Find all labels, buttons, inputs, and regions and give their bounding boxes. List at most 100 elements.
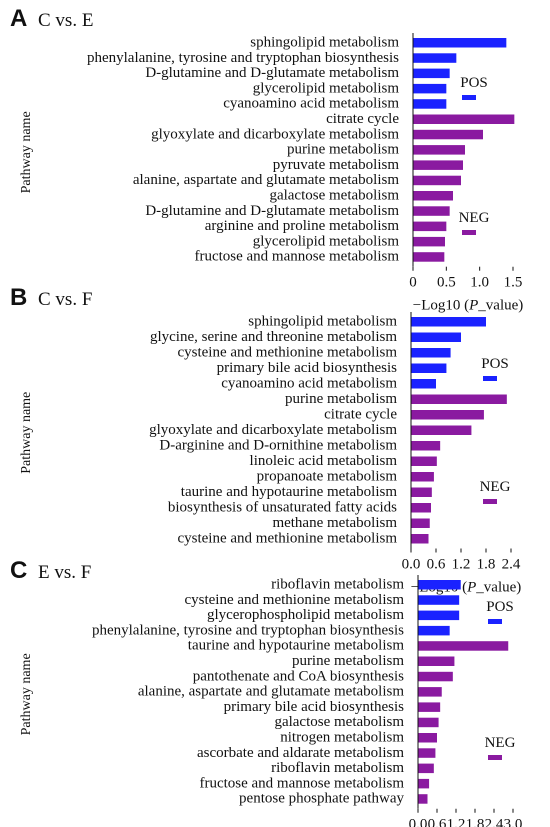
bar-neg-2 (418, 656, 455, 666)
x-tick-label: 0.6 (428, 817, 447, 827)
bar-neg-8 (411, 503, 431, 513)
pathway-label: linoleic acid metabolism (250, 453, 398, 469)
pathway-label: cyanoamino acid metabolism (221, 376, 397, 392)
bar-neg-3 (411, 425, 472, 435)
pathway-label: pentose phosphate pathway (239, 791, 404, 807)
legend-neg-swatch (488, 755, 502, 760)
pathway-label: primary bile acid biosynthesis (217, 360, 398, 376)
legend-neg-label: NEG (485, 735, 516, 751)
bar-pos-3 (413, 68, 450, 79)
x-tick-label: 1.8 (477, 557, 496, 573)
pathway-label: fructose and mannose metabolism (199, 775, 404, 791)
pathway-label: phenylalanine, tyrosine and tryptophan b… (87, 50, 399, 66)
bar-neg-1 (413, 114, 515, 124)
pathway-label: glyoxylate and dicarboxylate metabolism (151, 126, 399, 142)
pathway-label: citrate cycle (326, 111, 399, 127)
panel-letter: B (10, 284, 27, 311)
bar-neg-6 (413, 191, 453, 201)
pathway-label: arginine and proline metabolism (205, 218, 400, 234)
panel-b: B C vs. F sphingolipid metabolismglycine, … (10, 284, 521, 596)
pathway-label: biosynthesis of unsaturated fatty acids (168, 500, 397, 516)
pathway-label: phenylalanine, tyrosine and tryptophan b… (92, 622, 404, 638)
pathway-label: purine metabolism (287, 142, 399, 158)
pathway-label: alanine, aspartate and glutamate metabol… (138, 684, 404, 700)
x-axis-label-suffix: _value) (475, 580, 521, 596)
pathway-label: cysteine and methionine metabolism (177, 345, 397, 361)
legend-neg-swatch (483, 499, 497, 504)
bar-pos-2 (411, 332, 461, 342)
legend-neg-label: NEG (459, 210, 490, 226)
pathway-label: glycerolipid metabolism (253, 233, 400, 249)
legend-pos-label: POS (486, 599, 514, 615)
x-tick-label: 0 (409, 275, 417, 291)
bar-neg-10 (413, 252, 445, 262)
bar-pos-1 (418, 580, 461, 590)
bar-neg-6 (411, 472, 434, 482)
legend-neg-swatch (462, 230, 476, 235)
pathway-label: primary bile acid biosynthesis (224, 699, 405, 715)
pathway-label: galactose metabolism (269, 188, 399, 204)
bar-pos-4 (418, 625, 450, 636)
pathway-label: sphingolipid metabolism (250, 35, 399, 51)
bar-pos-3 (411, 348, 451, 358)
bar-pos-5 (413, 99, 447, 109)
pathway-label: cysteine and methionine metabolism (177, 531, 397, 547)
bar-neg-8 (418, 748, 436, 758)
bar-neg-4 (413, 160, 463, 170)
bar-neg-8 (413, 221, 447, 232)
bar-neg-5 (413, 175, 461, 186)
bar-neg-6 (418, 717, 439, 728)
x-tick-label: 0.5 (437, 275, 456, 291)
panel-letter: A (10, 5, 27, 32)
pathway-label: galactose metabolism (274, 714, 404, 730)
pathway-label: D-glutamine and D-glutamate metabolism (145, 203, 399, 219)
pathway-label: glycerolipid metabolism (253, 80, 400, 96)
bar-neg-1 (418, 641, 509, 651)
pathway-label: riboflavin metabolism (271, 577, 404, 593)
pathway-label: D-arginine and D-ornithine metabolism (159, 438, 397, 454)
pathway-label: nitrogen metabolism (280, 730, 404, 746)
panel-title: C vs. E (38, 10, 93, 31)
y-axis-label: Pathway name (19, 392, 34, 474)
x-tick-label: 1.5 (504, 275, 523, 291)
pathway-label: glycine, serine and threonine metabolism (150, 329, 397, 345)
pathway-label: glyoxylate and dicarboxylate metabolism (149, 422, 397, 438)
x-axis-label-prefix: −Log10 ( (413, 298, 469, 314)
pathway-label: taurine and hypotaurine metabolism (188, 638, 405, 654)
bar-neg-9 (411, 518, 430, 528)
x-tick-label: 1.0 (470, 275, 489, 291)
x-axis-label-italic: P (466, 580, 476, 596)
legend-pos-label: POS (460, 75, 488, 91)
pathway-label: citrate cycle (324, 407, 397, 423)
x-tick-label: 2.4 (485, 817, 504, 827)
bar-neg-4 (411, 441, 441, 451)
x-tick-label: 0.6 (427, 557, 446, 573)
pathway-label: pantothenate and CoA biosynthesis (193, 668, 404, 684)
bar-pos-4 (413, 83, 447, 94)
pathway-label: purine metabolism (292, 653, 404, 669)
pathway-label: alanine, aspartate and glutamate metabol… (133, 172, 399, 188)
legend-neg-label: NEG (480, 479, 511, 495)
bar-neg-3 (413, 145, 465, 155)
bar-neg-3 (418, 671, 453, 682)
pathway-label: fructose and mannose metabolism (194, 249, 399, 265)
bar-neg-1 (411, 394, 507, 404)
bar-neg-11 (418, 794, 428, 804)
bar-neg-7 (413, 206, 450, 216)
bar-neg-2 (413, 129, 483, 140)
pathway-label: D-glutamine and D-glutamate metabolism (145, 65, 399, 81)
bar-pos-4 (411, 363, 447, 373)
pathway-label: taurine and hypotaurine metabolism (181, 484, 398, 500)
x-tick-label: 0.0 (402, 557, 421, 573)
pathway-label: riboflavin metabolism (271, 760, 404, 776)
pathway-label: glycerophospholipid metabolism (207, 607, 404, 623)
pathway-label: sphingolipid metabolism (248, 314, 397, 330)
bar-pos-1 (411, 317, 486, 327)
x-tick-label: 3.0 (504, 817, 523, 827)
x-tick-label: 1.8 (466, 817, 485, 827)
y-axis-label: Pathway name (19, 653, 34, 735)
pathway-label: ascorbate and aldarate metabolism (197, 745, 404, 761)
pathway-label: cysteine and methionine metabolism (184, 592, 404, 608)
bar-neg-4 (418, 687, 442, 697)
